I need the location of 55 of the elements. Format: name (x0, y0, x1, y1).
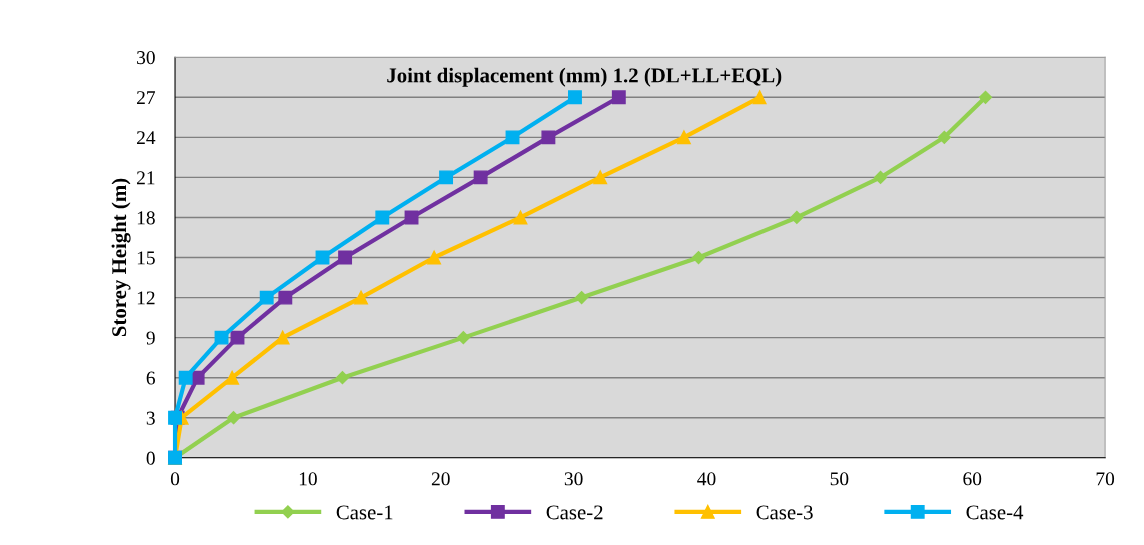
legend-label: Case-2 (546, 505, 603, 520)
y-tick-label: 21 (137, 171, 155, 185)
point (790, 210, 804, 225)
point (375, 210, 390, 225)
point (611, 90, 626, 105)
point (354, 290, 368, 305)
x-tick-label: 60 (963, 472, 982, 486)
point (259, 290, 274, 305)
point (568, 90, 582, 105)
point (230, 330, 245, 345)
point (278, 290, 293, 305)
point (427, 250, 442, 265)
point (473, 170, 488, 185)
point (676, 130, 691, 145)
point (513, 210, 528, 225)
point (541, 130, 556, 145)
chart-title: Joint displacement (mm) 1.2 (DL+LL+EQL) (387, 67, 782, 87)
y-tick-label: 6 (146, 371, 156, 385)
y-tick-label: 3 (146, 411, 155, 425)
x-tick-label: 20 (431, 472, 450, 486)
point (593, 170, 608, 185)
point (225, 370, 240, 385)
point (338, 250, 353, 265)
y-tick-label: 27 (137, 91, 156, 105)
point (335, 371, 350, 385)
y-tick-label: 0 (146, 451, 155, 465)
point (439, 170, 454, 185)
x-tick-label: 0 (170, 472, 180, 486)
x-tick-label: 10 (299, 472, 317, 486)
point (937, 130, 951, 144)
y-tick-label: 15 (137, 251, 155, 265)
point (178, 370, 193, 385)
legend-label: Case-1 (336, 505, 393, 520)
point (873, 170, 888, 184)
x-tick-label: 40 (697, 472, 716, 486)
point (505, 130, 520, 145)
point (691, 250, 706, 265)
point (226, 411, 241, 425)
x-tick-label: 30 (564, 472, 583, 486)
point (752, 90, 767, 105)
y-tick-label: 18 (137, 211, 155, 225)
point (575, 290, 589, 305)
legend-label: Case-3 (756, 505, 813, 520)
point (456, 331, 470, 345)
y-tick-label: 9 (146, 331, 155, 345)
point (214, 330, 229, 345)
x-tick-label: 70 (1096, 472, 1115, 486)
legend-label: Case-4 (966, 505, 1024, 520)
x-tick-label: 50 (830, 472, 849, 486)
y-tick-label: 30 (137, 51, 155, 65)
point (275, 330, 290, 345)
y-tick-label: 12 (137, 291, 155, 305)
y-axis-title: Storey Height (m) (111, 178, 131, 337)
y-tick-label: 24 (137, 131, 156, 145)
point (978, 90, 993, 104)
